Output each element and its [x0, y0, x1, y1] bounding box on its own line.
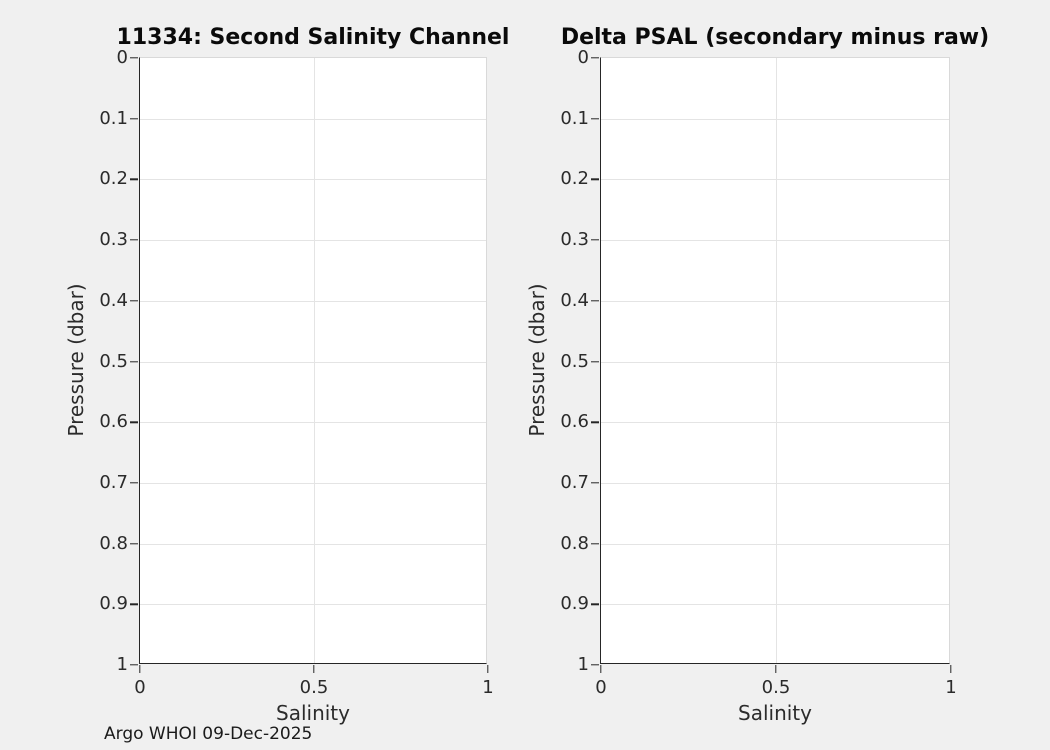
y-tick-label: 0.9 — [560, 593, 589, 615]
left-plot-title: 11334: Second Salinity Channel — [116, 25, 510, 50]
y-tick-label: 0 — [577, 47, 589, 68]
y-tick-mark — [130, 603, 139, 605]
y-tick-mark — [130, 360, 139, 363]
y-tick-label: 0.8 — [99, 532, 128, 554]
y-gridline — [140, 240, 486, 242]
y-gridline — [140, 118, 486, 120]
x-tick-mark — [139, 664, 141, 673]
y-tick-label: 0.9 — [99, 593, 128, 615]
y-tick-label: 0.5 — [560, 350, 589, 372]
y-gridline — [140, 361, 486, 363]
x-tick-label: 0 — [595, 677, 607, 698]
y-tick-mark — [130, 300, 139, 302]
y-tick-label: 0.7 — [560, 471, 589, 493]
y-gridline — [140, 422, 486, 424]
y-tick-label: 0.7 — [99, 471, 128, 493]
y-tick-label: 1 — [577, 654, 589, 675]
y-gridline — [601, 422, 949, 424]
y-gridline — [140, 300, 486, 302]
x-tick-label: 0 — [134, 677, 146, 698]
y-tick-label: 0.4 — [99, 289, 128, 311]
left-x-axis-label: Salinity — [276, 701, 350, 725]
footer-annotation: Argo WHOI 09-Dec-2025 — [104, 724, 313, 744]
x-gridline — [314, 58, 315, 663]
y-tick-mark — [591, 300, 600, 302]
y-gridline — [601, 361, 949, 363]
x-tick-label: 0.5 — [299, 677, 329, 698]
y-tick-mark — [591, 57, 600, 59]
y-gridline — [140, 482, 486, 484]
y-tick-mark — [130, 482, 139, 484]
y-tick-label: 0.8 — [560, 532, 589, 554]
right-plot-title: Delta PSAL (secondary minus raw) — [560, 25, 990, 50]
y-tick-label: 0.1 — [560, 107, 589, 129]
x-tick-mark — [313, 664, 315, 673]
y-tick-mark — [130, 421, 139, 423]
y-tick-label: 0 — [116, 47, 128, 68]
y-tick-mark — [591, 178, 600, 181]
y-gridline — [601, 179, 949, 181]
y-tick-label: 0.6 — [99, 411, 128, 433]
y-tick-mark — [591, 542, 600, 545]
y-tick-label: 1 — [116, 654, 128, 675]
y-gridline — [140, 179, 486, 181]
right-plot-area: 0 0.1 0.2 0.3 0.4 0.5 0.6 0.7 0.8 0.9 1 0 0.5 1 — [560, 49, 956, 697]
x-tick-mark — [487, 664, 489, 673]
x-tick-mark — [950, 664, 952, 673]
y-tick-mark — [591, 664, 600, 666]
y-tick-label: 0.3 — [560, 229, 589, 251]
y-tick-mark — [591, 117, 600, 120]
y-gridline — [601, 118, 949, 120]
x-tick-label: 0.5 — [761, 677, 791, 698]
y-tick-mark — [130, 57, 139, 59]
y-tick-label: 0.2 — [99, 168, 128, 190]
y-tick-mark — [130, 239, 139, 241]
y-tick-mark — [130, 117, 139, 120]
y-tick-mark — [591, 360, 600, 363]
x-tick-label: 1 — [945, 677, 957, 698]
y-tick-label: 0.6 — [560, 411, 589, 433]
y-tick-mark — [130, 178, 139, 181]
y-tick-mark — [591, 603, 600, 605]
y-tick-label: 0.2 — [560, 168, 589, 190]
right-x-axis-label: Salinity — [738, 701, 812, 725]
y-gridline — [601, 482, 949, 484]
y-gridline — [601, 300, 949, 302]
x-gridline — [776, 58, 777, 663]
y-tick-mark — [130, 664, 139, 666]
x-tick-mark — [600, 664, 602, 673]
x-tick-label: 1 — [482, 677, 494, 698]
y-tick-mark — [591, 239, 600, 241]
x-tick-mark — [775, 664, 777, 673]
y-gridline — [601, 543, 949, 545]
y-tick-mark — [591, 421, 600, 423]
left-plot-area: 0 0.1 0.2 0.3 0.4 0.5 0.6 0.7 0.8 0.9 1 0 0.5 1 — [99, 49, 493, 697]
y-gridline — [140, 543, 486, 545]
y-gridline — [601, 604, 949, 606]
y-gridline — [601, 240, 949, 242]
y-tick-label: 0.1 — [99, 107, 128, 129]
y-tick-mark — [591, 482, 600, 484]
y-tick-label: 0.4 — [560, 289, 589, 311]
y-tick-label: 0.3 — [99, 229, 128, 251]
y-tick-label: 0.5 — [99, 350, 128, 372]
y-tick-mark — [130, 542, 139, 545]
y-gridline — [140, 604, 486, 606]
